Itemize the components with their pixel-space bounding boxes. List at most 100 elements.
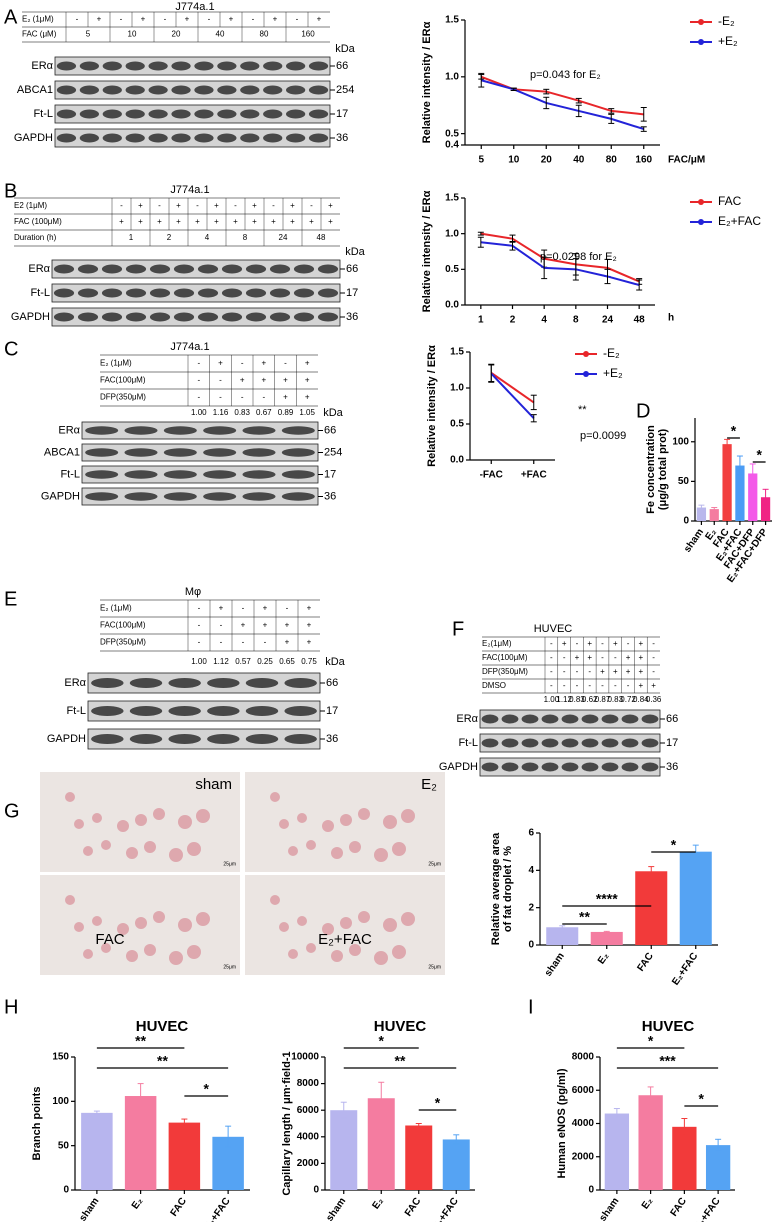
table-cell: - [576, 681, 579, 690]
blot-band [521, 762, 539, 772]
blot-band [293, 288, 315, 298]
blot-band [124, 492, 158, 501]
cell [401, 912, 415, 926]
blot-band [173, 288, 195, 298]
table-cell: + [285, 638, 290, 647]
table-cell: - [652, 667, 655, 676]
blot-band [641, 762, 659, 772]
bar [442, 1139, 470, 1190]
kda-value: 66 [326, 677, 338, 689]
blot-band [281, 492, 315, 501]
row-label: E₂ (1μM) [100, 359, 132, 368]
table-cell: - [601, 681, 604, 690]
table-cell: - [588, 681, 591, 690]
blot-band [197, 288, 219, 298]
blot-band [481, 714, 499, 724]
y-axis-label: Capillary length / μm·field-1 [281, 1051, 293, 1195]
legend-dot [698, 219, 704, 225]
cell [65, 792, 75, 802]
cell [297, 813, 307, 823]
y-tick-label: 50 [58, 1140, 70, 1151]
blot-band [171, 109, 191, 119]
x-tick-label: 4 [541, 315, 547, 326]
bar [635, 871, 668, 945]
blot-band [561, 738, 579, 748]
blot-band [56, 85, 77, 95]
table-cell: + [651, 681, 656, 690]
x-tick-label: FAC [403, 1196, 423, 1219]
table-cell: + [261, 376, 266, 385]
cell [135, 814, 147, 826]
table-cell: - [219, 376, 222, 385]
blot-band [129, 706, 163, 716]
blot-band [308, 61, 329, 71]
y-tick-label: 0.5 [445, 264, 459, 275]
blot-band [148, 133, 168, 143]
blot-band [601, 762, 619, 772]
bar [124, 1096, 157, 1190]
image-label: E₂+FAC [318, 931, 372, 948]
x-tick-label: 5 [478, 155, 484, 166]
blot-band [581, 714, 599, 724]
cell [374, 848, 388, 862]
blot-band [149, 288, 171, 298]
blot-band [101, 288, 123, 298]
kda-value: 17 [346, 287, 358, 299]
cell [322, 923, 334, 935]
bar [81, 1112, 113, 1190]
blot-band [245, 706, 279, 716]
row-label: FAC (μM) [22, 30, 57, 39]
significance-label: * [731, 423, 737, 439]
scale-bar-label: 25μm [428, 861, 441, 867]
blot-band [245, 312, 267, 322]
blot-band [281, 448, 315, 457]
y-tick-label: 50 [678, 476, 690, 487]
table-cell: - [550, 639, 553, 648]
y-tick-label: 2 [528, 902, 534, 913]
blot-band [168, 678, 201, 688]
blot-band [148, 85, 168, 95]
table-cell: + [214, 201, 219, 210]
cell [279, 819, 289, 829]
density: 0.72 [620, 695, 636, 704]
table-cell: + [562, 639, 567, 648]
band-name: Ft-L [458, 737, 478, 749]
density: 0.65 [279, 657, 295, 666]
cell [383, 815, 397, 829]
table-cell: 1 [129, 233, 134, 242]
cell [92, 916, 102, 926]
blot-band [125, 264, 147, 274]
table-cell: + [638, 653, 643, 662]
cell [153, 911, 165, 923]
blot-band [621, 738, 639, 748]
blot-band [91, 734, 124, 744]
blot-band [56, 133, 77, 143]
table-cell: - [550, 667, 553, 676]
table-cell: + [587, 653, 592, 662]
row-label: FAC(100μM) [482, 653, 528, 662]
cell [331, 847, 343, 859]
table-cell: + [307, 638, 312, 647]
table-cell: + [600, 667, 605, 676]
density: 1.16 [213, 408, 229, 417]
table-cell: + [141, 15, 146, 24]
chart-title: HUVEC [374, 1018, 427, 1035]
kda-unit: kDa [345, 246, 365, 258]
series-line [490, 372, 535, 419]
blot-band [56, 109, 77, 119]
band-name: GAPDH [41, 490, 80, 502]
x-tick-label: E₂+FAC [431, 1196, 461, 1222]
blot-band [194, 109, 214, 119]
density: 1.00 [544, 695, 560, 704]
table-cell: - [120, 201, 123, 210]
row-label: FAC(100μM) [100, 376, 146, 385]
x-tick-label: FAC [169, 1196, 189, 1219]
blot-band [77, 288, 99, 298]
blot-band [163, 448, 197, 457]
blot-band [79, 109, 99, 119]
density: 1.00 [191, 657, 207, 666]
table-cell: - [296, 15, 299, 24]
scale-bar-label: 25μm [223, 861, 236, 867]
cell [288, 846, 298, 856]
blot-band [481, 762, 499, 772]
